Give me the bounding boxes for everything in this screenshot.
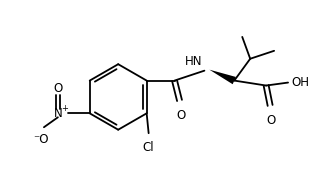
Text: O: O bbox=[53, 82, 62, 95]
Text: +: + bbox=[61, 104, 68, 113]
Text: N: N bbox=[54, 107, 62, 120]
Text: OH: OH bbox=[291, 76, 309, 89]
Text: HN: HN bbox=[185, 55, 202, 68]
Text: Cl: Cl bbox=[143, 141, 154, 154]
Text: ⁻O: ⁻O bbox=[33, 133, 49, 146]
Text: O: O bbox=[267, 114, 276, 127]
Polygon shape bbox=[209, 70, 236, 84]
Text: O: O bbox=[176, 109, 185, 122]
